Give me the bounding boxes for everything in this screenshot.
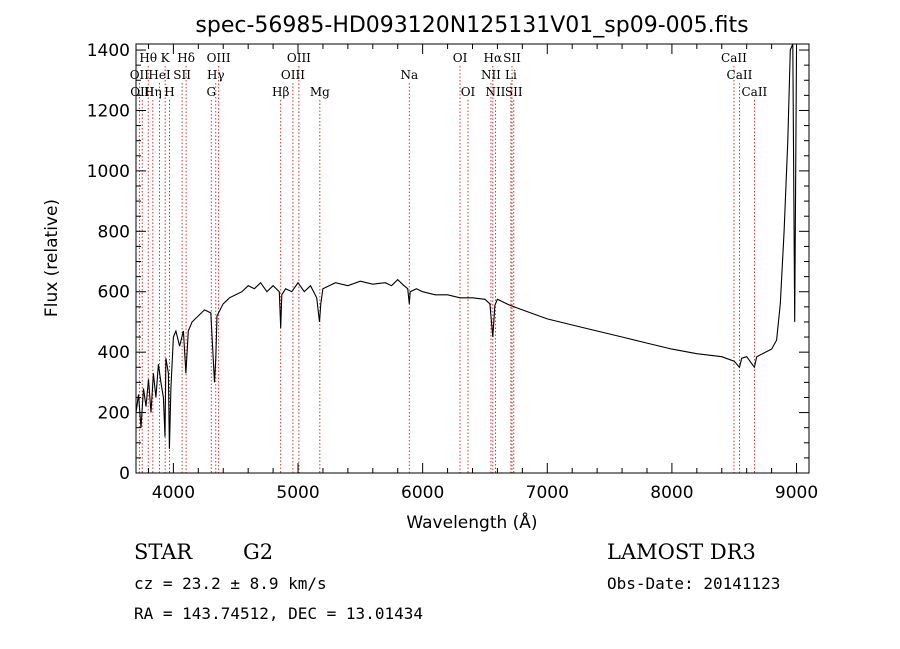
line-marker-label: Hη <box>144 85 162 99</box>
line-marker-label: H <box>164 85 174 99</box>
line-marker-label: G <box>206 85 216 99</box>
line-marker-label: OIII <box>207 51 231 65</box>
line-marker-label: Hα <box>484 51 503 65</box>
survey-name: LAMOST DR3 <box>607 540 756 564</box>
y-tick-label: 200 <box>98 404 130 424</box>
line-marker-label: CaII <box>741 85 767 99</box>
line-marker-label: OIII <box>287 51 311 65</box>
object-class: STAR <box>134 540 193 564</box>
x-tick-label: 9000 <box>775 483 818 503</box>
line-marker-label: CaII <box>721 51 747 65</box>
y-axis-label: Flux (relative) <box>42 199 62 317</box>
y-tick-label: 0 <box>119 464 130 484</box>
line-marker-label: SII <box>505 85 523 99</box>
line-marker-label: Hγ <box>207 68 225 82</box>
obs-date-text: Obs-Date: 20141123 <box>607 574 781 593</box>
spectrum-line <box>135 43 798 449</box>
line-marker-label: OI <box>453 51 468 65</box>
x-tick-label: 5000 <box>276 483 319 503</box>
line-marker-label: HeI <box>148 68 171 82</box>
y-tick-label: 1200 <box>87 101 130 121</box>
chart-title: spec-56985-HD093120N125131V01_sp09-005.f… <box>195 13 748 38</box>
line-marker-label: Hθ <box>139 51 157 65</box>
redshift-text: cz = 23.2 ± 8.9 km/s <box>134 574 327 593</box>
coordinates-text: RA = 143.74512, DEC = 13.01434 <box>134 604 423 623</box>
line-marker-label: Mg <box>310 85 330 99</box>
y-tick-label: 400 <box>98 343 130 363</box>
line-marker-label: OII <box>130 68 150 82</box>
line-marker-label: Li <box>505 68 517 82</box>
x-tick-label: 8000 <box>650 483 693 503</box>
plot-frame <box>135 43 810 474</box>
y-axis-ticks: 0 200 400 600 800 1000 1200 1400 <box>87 41 809 484</box>
line-marker-label: SII <box>503 51 521 65</box>
line-marker-label: NII <box>481 68 501 82</box>
x-tick-label: 7000 <box>526 483 569 503</box>
spectral-subclass: G2 <box>243 540 274 564</box>
line-marker-label: SII <box>173 68 191 82</box>
y-tick-label: 1000 <box>87 162 130 182</box>
line-marker-label: Hδ <box>177 51 195 65</box>
y-tick-label: 600 <box>98 283 130 303</box>
line-marker-label: Na <box>400 68 418 82</box>
x-axis-label: Wavelength (Å) <box>406 511 537 533</box>
line-marker-label: NII <box>485 85 505 99</box>
y-tick-label: 800 <box>98 222 130 242</box>
line-marker-label: K <box>161 51 171 65</box>
line-marker-label: OIII <box>281 68 305 82</box>
x-tick-label: 6000 <box>401 483 444 503</box>
y-tick-label: 1400 <box>87 41 130 61</box>
line-marker-label: OI <box>461 85 476 99</box>
line-marker-label: Hβ <box>272 85 289 99</box>
x-tick-label: 4000 <box>152 483 195 503</box>
x-axis-ticks: 4000 5000 6000 7000 8000 9000 <box>147 44 818 503</box>
line-markers <box>138 66 755 473</box>
line-marker-label: CaII <box>727 68 753 82</box>
